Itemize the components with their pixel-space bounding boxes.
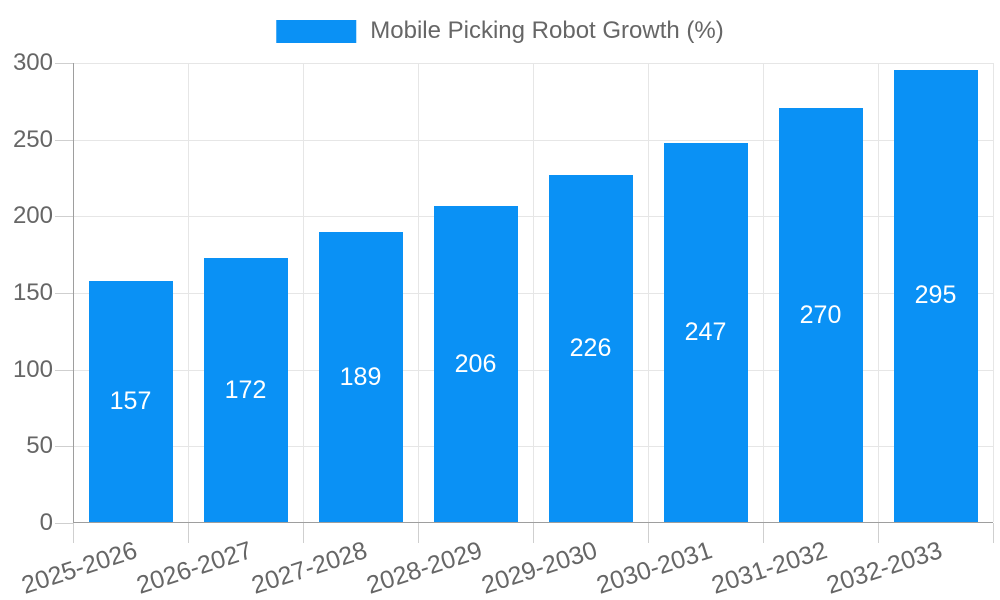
v-gridline xyxy=(993,63,994,522)
legend-swatch xyxy=(276,19,357,43)
x-axis-tick xyxy=(188,523,189,543)
x-axis-tick xyxy=(303,523,304,543)
bar[interactable]: 247 xyxy=(663,143,748,522)
bar[interactable]: 206 xyxy=(433,206,518,522)
v-gridline xyxy=(533,63,534,522)
x-axis-tick-label: 2030-2031 xyxy=(593,536,716,600)
y-axis-tick-label: 150 xyxy=(12,279,53,306)
x-axis-tick-label: 2027-2028 xyxy=(248,536,371,600)
y-axis-tick xyxy=(55,523,73,524)
bar-value-label: 247 xyxy=(684,318,727,347)
bar-value-label: 206 xyxy=(454,349,497,378)
bar[interactable]: 226 xyxy=(548,175,633,522)
y-axis-tick xyxy=(55,446,73,448)
v-gridline xyxy=(188,63,189,522)
y-axis-tick xyxy=(55,369,73,371)
legend-label: Mobile Picking Robot Growth (%) xyxy=(370,17,724,44)
legend: Mobile Picking Robot Growth (%) xyxy=(276,17,724,44)
v-gridline xyxy=(763,63,764,522)
v-gridline xyxy=(648,63,649,522)
bar[interactable]: 295 xyxy=(893,69,978,522)
y-axis-tick xyxy=(55,139,73,141)
y-axis-tick-label: 300 xyxy=(12,49,53,76)
x-axis-tick-label: 2029-2030 xyxy=(478,536,601,600)
bar-value-label: 157 xyxy=(109,387,152,416)
y-axis-tick-label: 50 xyxy=(26,432,53,460)
v-gridline xyxy=(303,63,304,522)
bar-value-label: 270 xyxy=(799,300,842,329)
x-axis-tick xyxy=(763,523,764,543)
bar-value-label: 295 xyxy=(914,281,957,310)
y-axis-tick-label: 0 xyxy=(39,509,53,536)
bar-value-label: 226 xyxy=(569,334,612,363)
bar[interactable]: 157 xyxy=(88,281,173,522)
x-axis-tick xyxy=(648,523,649,543)
x-axis-tick-label: 2026-2027 xyxy=(133,536,256,600)
v-gridline xyxy=(878,63,879,522)
x-axis-tick-label: 2025-2026 xyxy=(18,536,141,600)
x-axis-tick xyxy=(533,523,534,543)
x-axis-tick xyxy=(418,523,419,543)
bar-value-label: 189 xyxy=(339,362,382,391)
x-axis-tick-label: 2032-2033 xyxy=(823,536,946,600)
bar[interactable]: 270 xyxy=(778,108,863,522)
y-axis-tick-label: 100 xyxy=(12,355,53,383)
y-axis-tick-label: 200 xyxy=(12,202,53,230)
bar[interactable]: 172 xyxy=(203,258,288,522)
y-axis-tick xyxy=(55,293,73,294)
x-axis-tick-label: 2031-2032 xyxy=(708,536,831,600)
y-axis-tick-label: 250 xyxy=(12,125,53,153)
x-axis-tick xyxy=(993,523,994,543)
v-gridline xyxy=(418,63,419,522)
bar[interactable]: 189 xyxy=(318,232,403,522)
y-axis-tick xyxy=(55,216,73,218)
y-axis-tick xyxy=(55,63,73,64)
bar-value-label: 172 xyxy=(224,375,267,404)
x-axis-tick-label: 2028-2029 xyxy=(363,536,486,600)
x-axis-tick xyxy=(73,523,74,543)
plot-area: 157 172 189 206 226 247 270 295 xyxy=(73,63,994,523)
x-axis-tick xyxy=(878,523,879,543)
